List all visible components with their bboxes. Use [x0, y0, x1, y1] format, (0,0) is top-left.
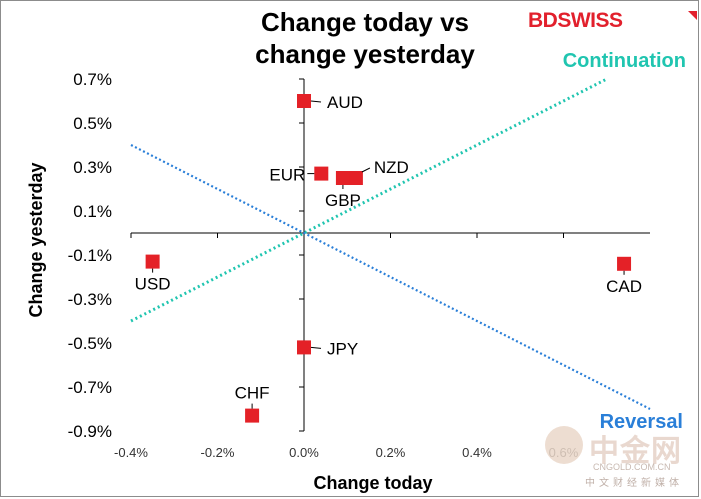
x-tick-label: 0.2% — [376, 445, 406, 460]
x-tick-label: -0.4% — [114, 445, 148, 460]
x-tick-label: 0.4% — [462, 445, 492, 460]
point-marker-usd — [145, 254, 160, 269]
point-marker-nzd — [348, 171, 363, 185]
chart-title-line1: Change today vs — [260, 7, 470, 37]
point-label-chf: CHF — [235, 384, 270, 403]
point-label-usd: USD — [135, 275, 171, 294]
y-tick-label: 0.1% — [73, 202, 112, 221]
bdswiss-logo: BDSWISS — [528, 9, 697, 33]
point-marker-aud — [297, 94, 311, 108]
point-label-gbp: GBP — [325, 191, 361, 210]
y-tick-label: -0.9% — [68, 422, 112, 441]
logo-corner-icon — [688, 11, 697, 20]
point-marker-gbp — [335, 171, 350, 185]
point-marker-cad — [617, 256, 632, 271]
watermark-url: CNGOLD.COM.CN — [593, 462, 671, 472]
y-tick-label: 0.5% — [73, 114, 112, 133]
point-label-eur: EUR — [269, 166, 305, 185]
point-label-nzd: NZD — [374, 158, 409, 177]
trend-line-reversal — [130, 144, 651, 410]
reversal-label: Reversal — [600, 411, 683, 433]
x-tick-label: 0.0% — [289, 445, 319, 460]
point-label-jpy: JPY — [327, 339, 358, 358]
leader-line — [310, 100, 322, 103]
y-tick-label: -0.1% — [68, 246, 112, 265]
leader-line — [361, 167, 371, 173]
watermark-subtitle: 中文财经新媒体 — [585, 478, 683, 489]
trend-line-continuation — [130, 77, 608, 323]
point-marker-jpy — [297, 340, 311, 355]
y-axis-title: Change yesterday — [26, 162, 46, 317]
y-tick-label: -0.3% — [68, 290, 112, 309]
chart-title: Change today vs change yesterday — [180, 6, 550, 70]
continuation-label: Continuation — [563, 50, 686, 72]
watermark-coin-icon — [545, 426, 583, 464]
point-label-cad: CAD — [606, 277, 642, 296]
point-marker-chf — [245, 408, 260, 423]
point-marker-eur — [314, 166, 329, 181]
logo-text: BDSWISS — [528, 9, 623, 32]
point-label-aud: AUD — [327, 93, 363, 112]
x-axis-title: Change today — [313, 473, 432, 493]
leader-line — [310, 346, 322, 349]
y-tick-label: 0.7% — [73, 70, 112, 89]
y-tick-label: -0.5% — [68, 334, 112, 353]
chart-title-line2: change yesterday — [255, 39, 475, 69]
watermark-text: 中金网 — [589, 435, 682, 468]
x-tick-label: -0.2% — [201, 445, 235, 460]
watermark: 中金网 CNGOLD.COM.CN 中文财经新媒体 — [545, 424, 695, 494]
y-tick-label: -0.7% — [68, 378, 112, 397]
y-tick-label: 0.3% — [73, 158, 112, 177]
